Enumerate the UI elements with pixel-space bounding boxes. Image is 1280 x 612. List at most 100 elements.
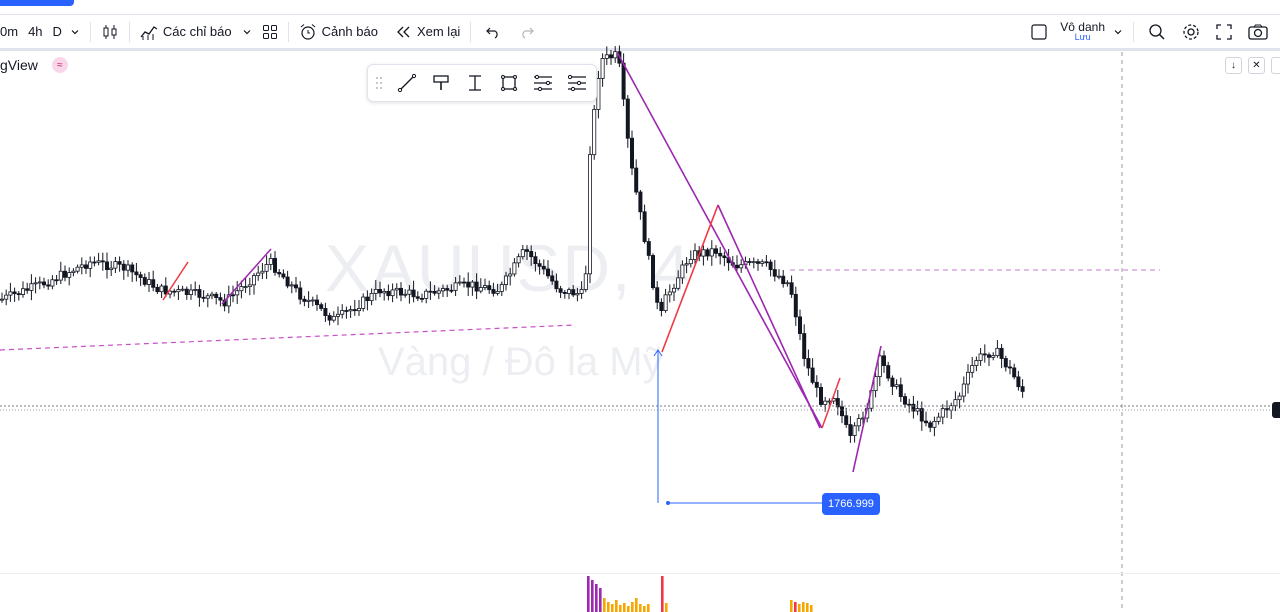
wave-line-purple-1 xyxy=(221,248,272,305)
indicators-button[interactable]: Các chỉ báo xyxy=(140,15,232,48)
toolbar-separator xyxy=(1133,21,1134,42)
candle-body xyxy=(722,255,727,259)
candle-body xyxy=(974,360,979,366)
candle-body xyxy=(579,289,584,294)
candle-body xyxy=(940,408,945,418)
candle-body xyxy=(785,282,790,285)
trend-line-tool[interactable] xyxy=(390,66,424,100)
candle-body xyxy=(747,261,752,263)
drawing-settings-tool[interactable] xyxy=(560,66,594,100)
candle-body xyxy=(1008,366,1013,369)
volume-bar xyxy=(599,588,602,612)
candle-body xyxy=(138,274,143,278)
drawings-layer xyxy=(0,51,1272,612)
interval-dropdown[interactable] xyxy=(70,15,80,48)
logo-text: gView xyxy=(0,57,38,73)
drag-handle-icon[interactable] xyxy=(368,66,390,100)
rectangle-tool[interactable] xyxy=(492,66,526,100)
candle-body xyxy=(42,281,47,286)
settings-button[interactable] xyxy=(1182,15,1200,48)
candle-body xyxy=(281,273,286,278)
candle-body xyxy=(285,276,290,287)
snapshot-button[interactable] xyxy=(1248,15,1268,48)
interval-partial-button[interactable]: 0m xyxy=(0,15,18,48)
candle-body xyxy=(684,263,689,266)
toolbar-separator xyxy=(287,21,289,42)
volume-bar xyxy=(615,600,618,612)
candle-body xyxy=(331,315,336,321)
search-button[interactable] xyxy=(1148,15,1166,48)
candle-body xyxy=(533,256,538,265)
replay-button[interactable]: Xem lại xyxy=(396,15,460,48)
layout-name-button[interactable]: Vô danh Lưu xyxy=(1060,15,1105,48)
arrow-down-icon: ↓ xyxy=(1231,60,1236,71)
collapse-pane-button[interactable]: ✕ xyxy=(1248,57,1265,74)
indicators-dropdown[interactable] xyxy=(242,15,252,48)
wave-icon: ≈ xyxy=(51,57,68,73)
volume-bar xyxy=(587,576,590,612)
text-tool[interactable] xyxy=(458,66,492,100)
candle-body xyxy=(823,400,828,405)
candle-body xyxy=(340,310,345,315)
candle-body xyxy=(256,272,261,277)
candle-body xyxy=(936,416,941,422)
layout-checkbox[interactable] xyxy=(1030,15,1048,48)
alert-button[interactable]: Cảnh báo xyxy=(299,15,378,48)
candle-body xyxy=(882,355,887,366)
templates-button[interactable] xyxy=(262,15,278,48)
candle-body xyxy=(247,284,252,287)
move-down-button[interactable]: ↓ xyxy=(1225,57,1242,74)
candle-body xyxy=(609,54,614,59)
candle-body xyxy=(356,308,361,312)
candle-body xyxy=(751,261,756,264)
candle-body xyxy=(903,396,908,405)
candle-body xyxy=(197,289,202,298)
volume-bar xyxy=(647,604,650,612)
volume-bar xyxy=(665,603,668,612)
candle-body xyxy=(961,383,966,397)
candle-body xyxy=(630,137,635,169)
candle-body xyxy=(243,286,248,288)
candle-body xyxy=(268,257,273,265)
candle-body xyxy=(394,287,399,291)
candle-body xyxy=(651,255,656,289)
candle-body xyxy=(180,288,185,291)
candle-body xyxy=(155,286,160,293)
candle-body xyxy=(361,296,366,309)
maximize-pane-button[interactable] xyxy=(1271,57,1280,74)
price-scale-marker[interactable] xyxy=(1272,402,1280,418)
interval-d-button[interactable]: D xyxy=(53,15,62,48)
candle-body xyxy=(613,51,618,59)
candle-body xyxy=(663,294,668,311)
measure-anchor xyxy=(666,501,670,505)
chart-type-button[interactable] xyxy=(101,15,119,48)
undo-button[interactable] xyxy=(485,15,501,48)
redo-button[interactable] xyxy=(519,15,535,48)
candle-body xyxy=(924,420,929,424)
candle-body xyxy=(130,264,135,273)
candle-body xyxy=(415,296,420,299)
candle-body xyxy=(327,315,332,321)
candle-body xyxy=(12,291,17,295)
brush-tool[interactable] xyxy=(424,66,458,100)
fib-tool[interactable] xyxy=(526,66,560,100)
search-icon xyxy=(1149,23,1165,40)
candle-body xyxy=(419,297,424,300)
fullscreen-button[interactable] xyxy=(1216,15,1232,48)
candle-body xyxy=(482,285,487,288)
candle-body xyxy=(659,301,664,311)
candle-body xyxy=(642,211,647,242)
candle-body xyxy=(126,264,131,271)
candle-body xyxy=(1016,376,1021,388)
candle-body xyxy=(764,261,769,264)
interval-4h-button[interactable]: 4h xyxy=(28,15,42,48)
layout-dropdown[interactable] xyxy=(1113,15,1123,48)
candle-body xyxy=(25,288,30,291)
candle-body xyxy=(604,54,609,59)
chart-logo: gView ≈ xyxy=(0,57,68,73)
candle-body xyxy=(495,291,500,294)
candle-body xyxy=(298,287,303,300)
candle-body xyxy=(546,268,551,277)
candle-body xyxy=(461,281,466,284)
